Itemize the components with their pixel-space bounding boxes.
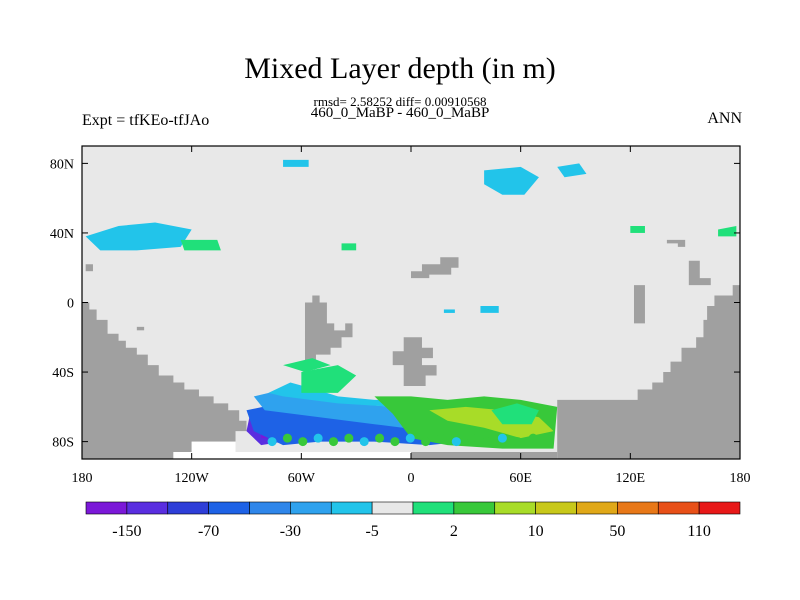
anomaly-speckle	[313, 433, 323, 443]
land-fragment-small	[136, 326, 145, 331]
colorbar-swatch	[249, 501, 291, 515]
colorbar-tick-label: 2	[450, 523, 458, 540]
colorbar-tick-label: -30	[280, 523, 301, 540]
colorbar-tick-label: 50	[609, 523, 625, 540]
anomaly-nh-e	[484, 166, 539, 195]
x-tick-label: 0	[408, 471, 415, 486]
experiment-label: Expt = tfKEo-tfJAo	[82, 112, 210, 129]
anomaly-speckle	[528, 433, 538, 443]
land-fragment-w	[85, 264, 93, 272]
anomaly-speckle	[513, 437, 523, 447]
anomaly-pos-b	[283, 358, 331, 373]
land-continent-central	[304, 295, 353, 362]
x-tick-label: 180	[730, 471, 751, 486]
anomaly-speckle	[282, 433, 292, 443]
anomaly-nh-d	[283, 159, 309, 167]
colorbar-swatch	[290, 501, 332, 515]
anomaly-speckle	[298, 437, 308, 447]
colorbar-swatch	[453, 501, 496, 515]
x-tick-label: 120E	[616, 471, 646, 486]
chart-title: Mixed Layer depth (in m)	[244, 52, 556, 85]
colorbar-swatch	[494, 501, 536, 515]
y-tick-label: 80N	[50, 157, 74, 172]
land-island-north	[411, 257, 459, 279]
colorbar-swatch	[330, 501, 373, 515]
y-tick-label: 80S	[52, 436, 74, 451]
colorbar-tick-label: -150	[112, 523, 141, 540]
x-tick-label: 60E	[509, 471, 532, 486]
anomaly-speckle	[329, 437, 339, 447]
y-tick-label: 40N	[50, 227, 74, 242]
anomaly-nh-h	[630, 225, 645, 233]
colorbar-tick-label: -70	[198, 523, 219, 540]
anomaly-nh-g	[718, 225, 737, 237]
anomaly-speckle	[436, 433, 446, 443]
x-tick-label: 60W	[288, 471, 316, 486]
anomaly-nh-a	[85, 222, 192, 251]
land-strip-east	[633, 285, 645, 324]
land-fragment-ne	[666, 239, 686, 247]
anomaly-speckle	[421, 437, 431, 447]
anomaly-speckle	[375, 433, 385, 443]
colorbar-swatch	[126, 501, 169, 515]
colorbar-swatch	[576, 501, 618, 515]
colorbar-swatch	[617, 501, 659, 515]
stats-line: rmsd= 2.58252 diff= 0.00910568	[313, 94, 487, 109]
anomaly-speckle	[467, 433, 477, 443]
y-tick-label: 0	[67, 297, 74, 312]
anomaly-nh-b	[180, 239, 221, 251]
x-tick-label: 120W	[175, 471, 210, 486]
land-fragment-e	[688, 260, 711, 286]
anomaly-speckle	[267, 437, 277, 447]
anomaly-speckle	[344, 433, 354, 443]
anomaly-speckle	[390, 437, 400, 447]
colorbar-swatch	[412, 501, 455, 515]
colorbar-tick-label: -5	[365, 523, 378, 540]
colorbar-swatch	[371, 501, 414, 515]
colorbar-tick-label: 10	[528, 523, 544, 540]
land-edge-strip	[173, 441, 411, 459]
anomaly-eq-a	[443, 309, 455, 313]
y-tick-label: 40S	[52, 366, 74, 381]
anomaly-nh-c	[341, 243, 357, 251]
land-south-strip	[411, 452, 558, 459]
colorbar-swatch	[208, 501, 250, 515]
chart-subtitle: 460_0_MaBP - 460_0_MaBP	[310, 105, 490, 121]
anomaly-eq-b	[480, 305, 499, 313]
land-mass-east	[557, 285, 740, 459]
x-tick-label: 180	[72, 471, 93, 486]
land-mass-west	[82, 302, 247, 459]
season-label: ANN	[707, 110, 742, 127]
anomaly-speckle	[359, 437, 369, 447]
anomaly-speckle	[405, 433, 415, 443]
anomaly-speckle	[482, 437, 492, 447]
colorbar-swatch	[85, 501, 128, 515]
colorbar-swatch	[535, 501, 577, 515]
colorbar-swatch	[698, 501, 741, 515]
anomaly-nh-f	[557, 163, 587, 178]
land-continent-south	[392, 337, 437, 386]
anomaly-pos-e	[491, 403, 539, 425]
colorbar-swatch	[657, 501, 700, 515]
anomaly-speckle	[451, 437, 461, 447]
anomaly-pos-a	[301, 365, 357, 393]
anomaly-speckle	[497, 433, 507, 443]
colorbar-tick-label: 110	[687, 523, 710, 540]
colorbar-swatch	[167, 501, 209, 515]
